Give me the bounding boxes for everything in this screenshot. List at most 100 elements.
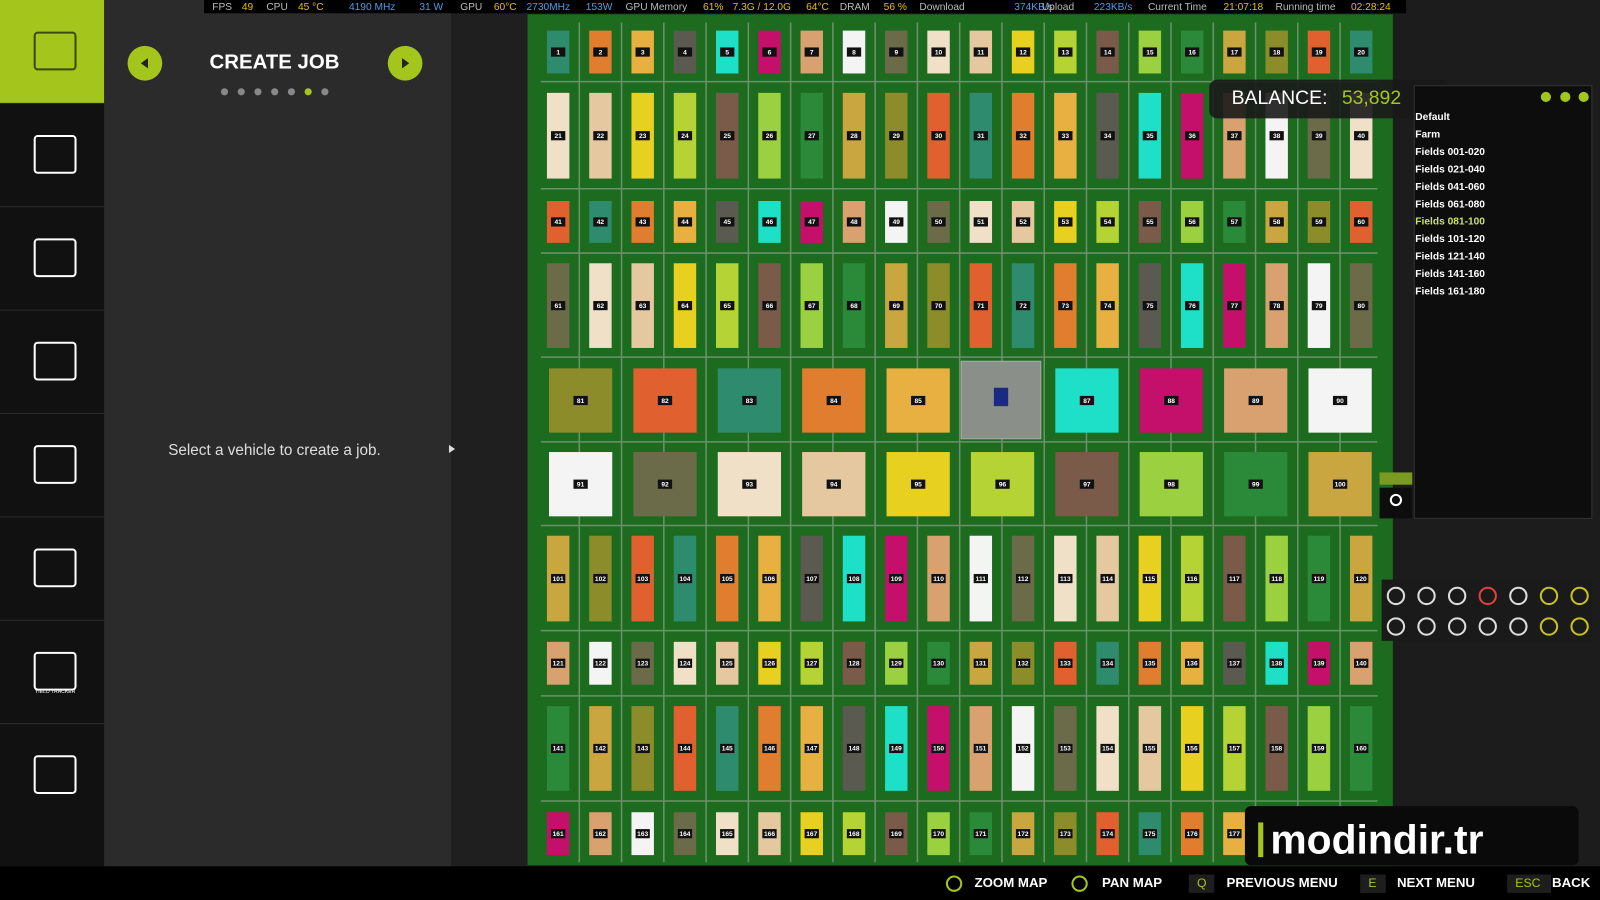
field-label-box — [1269, 301, 1284, 311]
footer-label[interactable]: ZOOM MAP — [974, 875, 1047, 890]
field-label-box — [889, 47, 904, 57]
sidebar-icon[interactable] — [33, 135, 77, 174]
sidebar-icon[interactable] — [33, 548, 77, 588]
filter-item[interactable]: Fields 161-180 — [1415, 287, 1485, 298]
field-label: 70 — [935, 303, 943, 310]
page-dot[interactable] — [321, 88, 329, 96]
panel-gap — [451, 0, 528, 867]
filter-item[interactable]: Fields 121-140 — [1415, 252, 1485, 263]
sidebar-icon[interactable] — [33, 755, 77, 794]
field-label-box — [1058, 47, 1073, 57]
field-label-box — [1227, 573, 1242, 584]
field-label-box — [1354, 743, 1369, 754]
field-label-box — [762, 217, 777, 227]
field-label-box — [889, 573, 904, 584]
page-dot[interactable] — [287, 88, 295, 96]
field-label: 148 — [848, 746, 859, 753]
footer-label[interactable]: NEXT MENU — [1397, 875, 1475, 890]
balance-value: 53,892 — [1342, 87, 1401, 109]
field-label: 145 — [722, 746, 733, 753]
status-item: CPU — [266, 2, 288, 13]
tool-icon[interactable] — [1570, 617, 1589, 636]
tool-icon[interactable] — [1386, 586, 1406, 606]
field-label-box — [551, 131, 566, 141]
filter-item[interactable]: Fields 001-020 — [1415, 147, 1485, 158]
tool-icon[interactable] — [1539, 586, 1559, 606]
field-label: 104 — [679, 576, 690, 583]
filter-item[interactable]: Fields 041-060 — [1415, 182, 1485, 193]
collapse-arrow[interactable] — [448, 444, 456, 454]
field-label: 68 — [850, 303, 858, 310]
field-label: 48 — [850, 219, 858, 226]
field-label-box — [804, 217, 819, 227]
field-label: 40 — [1358, 133, 1366, 140]
tool-icon[interactable] — [1417, 586, 1436, 606]
field-label-box — [1100, 658, 1115, 668]
page-dot[interactable] — [237, 88, 245, 96]
field-label: 154 — [1102, 746, 1113, 753]
page-dot[interactable] — [254, 88, 262, 96]
tool-icon[interactable] — [1386, 617, 1406, 636]
field-label-box — [720, 573, 735, 584]
field-label: 9 — [894, 49, 898, 56]
vehicle[interactable] — [993, 387, 1009, 407]
tool-icon[interactable] — [1478, 586, 1497, 606]
field-label: 52 — [1019, 219, 1027, 226]
filter-item[interactable]: Default — [1415, 112, 1450, 123]
field-label: 173 — [1060, 831, 1071, 838]
sidebar-icon[interactable] — [33, 651, 77, 691]
sidebar-icon[interactable] — [33, 341, 77, 381]
field-label-box — [931, 47, 946, 57]
field-label-box — [551, 658, 566, 668]
page-dot[interactable] — [271, 88, 279, 96]
tool-icon[interactable] — [1539, 617, 1559, 636]
add-icon[interactable] — [1540, 91, 1552, 103]
slider[interactable] — [1379, 472, 1413, 485]
field-label-box — [635, 131, 650, 141]
tool-icon[interactable] — [1570, 586, 1589, 606]
field-label: 120 — [1356, 576, 1367, 583]
field-label-box — [1354, 217, 1369, 227]
field-label-box — [1332, 479, 1348, 489]
page-dot[interactable] — [304, 88, 312, 96]
remove-icon[interactable] — [1578, 91, 1589, 103]
field-label-box — [1269, 217, 1284, 227]
footer-label[interactable]: PAN MAP — [1102, 875, 1162, 890]
footer-label[interactable]: BACK — [1552, 875, 1591, 890]
field-label: 155 — [1144, 746, 1155, 753]
status-item: DRAM — [840, 2, 870, 13]
field-label: 10 — [935, 49, 943, 56]
filter-item[interactable]: Fields 061-080 — [1415, 199, 1485, 210]
field-label: 38 — [1273, 133, 1281, 140]
field-label: 106 — [764, 576, 775, 583]
tool-icon[interactable] — [1509, 586, 1528, 606]
filter-item[interactable]: Farm — [1415, 129, 1440, 140]
filter-item[interactable]: Fields 141-160 — [1415, 269, 1485, 280]
filter-item[interactable]: Fields 101-120 — [1415, 234, 1485, 245]
tool-icon[interactable] — [1478, 617, 1497, 636]
pin-button[interactable] — [1379, 487, 1413, 519]
filter-item[interactable]: Fields 081-100 — [1415, 217, 1485, 228]
field-label: 26 — [766, 133, 774, 140]
filter-item[interactable]: Fields 021-040 — [1415, 164, 1485, 175]
sidebar-icon[interactable] — [33, 238, 77, 278]
field-label: 34 — [1104, 133, 1112, 140]
field-label-box — [1354, 573, 1369, 584]
field-label: 168 — [848, 831, 859, 838]
tool-icon[interactable] — [1447, 617, 1467, 636]
tool-icon[interactable] — [1417, 617, 1436, 636]
field-label: 121 — [553, 661, 564, 668]
field-label-box — [677, 743, 693, 754]
next-arrow — [402, 58, 410, 69]
field-label: 108 — [848, 576, 859, 583]
sidebar-icon[interactable] — [33, 31, 77, 71]
tool-icon[interactable] — [1509, 617, 1528, 636]
sidebar-icon[interactable] — [33, 445, 77, 484]
footer-label[interactable]: PREVIOUS MENU — [1227, 875, 1338, 890]
field-label-box — [1185, 217, 1200, 227]
edit-icon[interactable] — [1560, 91, 1571, 103]
page-dot[interactable] — [220, 88, 229, 96]
tool-icon[interactable] — [1447, 586, 1467, 606]
field-label: 57 — [1231, 219, 1239, 226]
field-label: 62 — [597, 303, 605, 310]
